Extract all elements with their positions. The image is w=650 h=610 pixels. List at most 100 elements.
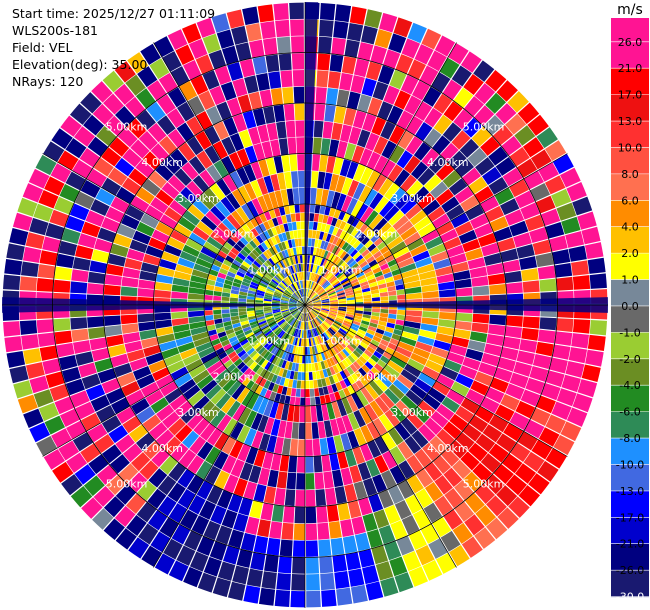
range-gate-cell: [150, 143, 170, 163]
range-gate-cell: [442, 170, 461, 188]
range-gate-cell: [314, 239, 319, 248]
range-gate-cell: [300, 213, 305, 221]
range-gate-cell: [441, 196, 460, 213]
range-gate-cell: [227, 251, 237, 260]
range-gate-cell: [382, 351, 392, 360]
range-gate-cell: [197, 441, 214, 460]
range-gate-cell: [262, 193, 274, 211]
range-gate-cell: [275, 328, 283, 336]
range-gate-cell: [114, 106, 136, 127]
range-gate-cell: [329, 299, 338, 303]
range-gate-cell: [385, 326, 394, 334]
range-gate-cell: [140, 213, 159, 229]
range-gate-cell: [168, 503, 188, 524]
range-gate-cell: [275, 375, 282, 385]
colorbar-tick-label: 0.0: [621, 300, 639, 313]
range-gate-cell: [321, 454, 332, 472]
range-gate-cell: [308, 263, 312, 272]
colorbar-tick-label: -4.0: [619, 379, 640, 392]
range-gate-cell: [280, 302, 289, 305]
range-gate-cell: [310, 329, 314, 338]
range-gate-cell: [351, 392, 364, 410]
range-gate-cell: [314, 318, 321, 325]
range-gate-cell: [417, 222, 436, 238]
range-gate-cell: [484, 473, 505, 495]
range-gate-cell: [504, 326, 523, 339]
range-gate-cell: [267, 269, 276, 277]
range-gate-cell: [287, 353, 292, 362]
range-gate-cell: [319, 205, 326, 215]
range-gate-cell: [332, 554, 348, 573]
range-gate-cell: [321, 297, 329, 301]
range-gate-cell: [206, 485, 223, 505]
range-gate-cell: [23, 408, 44, 428]
range-gate-cell: [358, 185, 372, 203]
range-gate-cell: [239, 58, 256, 78]
range-gate-cell: [121, 323, 139, 334]
range-gate-cell: [301, 246, 305, 255]
range-gate-cell: [326, 272, 333, 280]
range-gate-cell: [122, 443, 143, 463]
range-gate-cell: [314, 328, 319, 336]
range-gate-cell: [303, 297, 305, 305]
range-gate-cell: [302, 297, 305, 305]
range-gate-cell: [470, 380, 489, 396]
range-gate-cell: [378, 283, 387, 289]
range-gate-cell: [302, 313, 305, 322]
range-gate-cell: [458, 229, 478, 245]
range-gate-cell: [367, 278, 377, 284]
range-gate-cell: [217, 222, 234, 238]
range-gate-cell: [114, 505, 136, 527]
range-gate-cell: [327, 71, 341, 89]
range-gate-cell: [205, 465, 221, 485]
range-gate-cell: [389, 241, 407, 255]
range-gate-cell: [195, 54, 214, 75]
range-gate-cell: [256, 332, 265, 340]
range-gate-cell: [441, 396, 460, 413]
range-gate-cell: [401, 331, 419, 341]
range-gate-cell: [274, 315, 283, 321]
range-gate-cell: [311, 320, 317, 328]
range-gate-cell: [236, 386, 250, 404]
range-gate-cell: [66, 452, 88, 473]
range-gate-cell: [297, 302, 305, 305]
range-gate-cell: [450, 212, 470, 228]
range-gate-cell: [344, 346, 353, 355]
range-gate-cell: [319, 556, 334, 574]
range-gate-cell: [292, 187, 300, 205]
range-gate-cell: [308, 312, 312, 321]
range-gate-cell: [318, 387, 325, 396]
range-gate-cell: [468, 415, 489, 433]
range-gate-cell: [388, 33, 407, 54]
range-gate-cell: [493, 463, 514, 484]
range-gate-cell: [472, 313, 490, 324]
range-gate-cell: [252, 395, 264, 413]
range-gate-cell: [248, 287, 257, 292]
range-gate-cell: [389, 355, 407, 369]
range-gate-cell: [332, 226, 339, 236]
range-gate-cell: [312, 137, 322, 155]
range-gate-cell: [269, 391, 277, 401]
range-gate-cell: [201, 379, 218, 395]
range-gate-cell: [333, 391, 341, 401]
range-gate-cell: [464, 514, 485, 536]
range-gate-cell: [254, 273, 263, 280]
range-gate-cell: [163, 436, 182, 455]
range-gate-cell: [72, 159, 93, 179]
range-gate-cell: [347, 273, 356, 280]
range-gate-cell: [148, 359, 167, 374]
ppi-sectors: [1, 2, 609, 608]
range-gate-cell: [258, 433, 271, 451]
range-gate-cell: [262, 451, 274, 470]
range-gate-cell: [302, 280, 305, 289]
range-gate-cell: [354, 230, 363, 240]
range-gate-cell: [522, 280, 540, 293]
range-gate-cell: [3, 274, 21, 291]
range-gate-cell: [366, 421, 381, 440]
range-gate-cell: [237, 252, 246, 261]
range-gate-cell: [422, 559, 443, 581]
range-gate-cell: [261, 326, 270, 333]
range-gate-cell: [292, 319, 298, 327]
range-gate-cell: [281, 522, 294, 540]
